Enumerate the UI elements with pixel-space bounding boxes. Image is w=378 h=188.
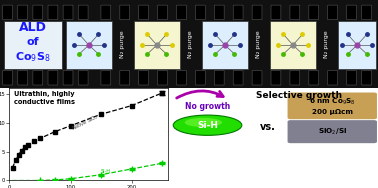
Ellipse shape [173, 115, 242, 135]
FancyBboxPatch shape [309, 5, 319, 20]
FancyArrowPatch shape [177, 91, 223, 98]
FancyBboxPatch shape [18, 70, 28, 85]
FancyBboxPatch shape [33, 5, 43, 20]
Text: No growth: No growth [185, 102, 230, 111]
Text: N₂ purge: N₂ purge [120, 30, 125, 58]
FancyBboxPatch shape [195, 70, 205, 85]
FancyBboxPatch shape [271, 5, 281, 20]
FancyBboxPatch shape [120, 5, 130, 20]
Text: of: of [27, 36, 39, 46]
FancyBboxPatch shape [120, 70, 130, 85]
FancyBboxPatch shape [139, 70, 149, 85]
Text: SiO$_2$/Si: SiO$_2$/Si [318, 127, 347, 137]
Text: Ultrathin, highly
conductive films: Ultrathin, highly conductive films [14, 91, 75, 105]
FancyBboxPatch shape [177, 70, 186, 85]
FancyBboxPatch shape [139, 5, 149, 20]
Bar [66, 21, 112, 69]
FancyBboxPatch shape [33, 70, 43, 85]
FancyBboxPatch shape [4, 21, 62, 69]
Text: Native SiO$_2$: Native SiO$_2$ [71, 112, 101, 133]
FancyBboxPatch shape [63, 5, 73, 20]
FancyBboxPatch shape [18, 5, 28, 20]
Text: Si-H: Si-H [101, 169, 111, 174]
Text: Selective growth: Selective growth [256, 91, 342, 100]
FancyBboxPatch shape [271, 70, 281, 85]
FancyBboxPatch shape [347, 5, 356, 20]
FancyBboxPatch shape [78, 5, 88, 20]
Bar [202, 21, 248, 69]
FancyBboxPatch shape [214, 70, 224, 85]
Text: N₂ purge: N₂ purge [256, 30, 262, 58]
FancyBboxPatch shape [48, 5, 58, 20]
FancyBboxPatch shape [177, 5, 186, 20]
FancyBboxPatch shape [3, 70, 12, 85]
FancyBboxPatch shape [233, 5, 243, 20]
FancyBboxPatch shape [63, 70, 73, 85]
FancyBboxPatch shape [328, 5, 338, 20]
FancyBboxPatch shape [362, 70, 372, 85]
FancyBboxPatch shape [252, 70, 262, 85]
FancyBboxPatch shape [101, 5, 111, 20]
FancyBboxPatch shape [233, 70, 243, 85]
FancyBboxPatch shape [101, 70, 111, 85]
FancyBboxPatch shape [288, 120, 377, 143]
Text: Si-H: Si-H [197, 121, 218, 130]
FancyBboxPatch shape [214, 5, 224, 20]
Text: N₂ purge: N₂ purge [188, 30, 194, 58]
Bar [270, 21, 316, 69]
FancyBboxPatch shape [3, 5, 12, 20]
FancyBboxPatch shape [290, 5, 300, 20]
FancyBboxPatch shape [309, 70, 319, 85]
FancyBboxPatch shape [158, 5, 167, 20]
FancyBboxPatch shape [328, 70, 338, 85]
FancyBboxPatch shape [288, 92, 377, 119]
FancyBboxPatch shape [158, 70, 167, 85]
FancyBboxPatch shape [48, 70, 58, 85]
FancyBboxPatch shape [252, 5, 262, 20]
FancyBboxPatch shape [290, 70, 300, 85]
Text: ALD: ALD [19, 21, 47, 34]
FancyBboxPatch shape [347, 70, 356, 85]
Text: N₂ purge: N₂ purge [324, 30, 330, 58]
Bar [134, 21, 180, 69]
FancyBboxPatch shape [362, 5, 372, 20]
Text: 6 nm Co$_9$S$_8$
200 μΩcm: 6 nm Co$_9$S$_8$ 200 μΩcm [309, 97, 356, 115]
FancyBboxPatch shape [195, 5, 205, 20]
FancyBboxPatch shape [78, 70, 88, 85]
Ellipse shape [185, 118, 222, 127]
Text: vs.: vs. [260, 122, 276, 132]
Bar [338, 21, 376, 69]
Text: Co$_9$S$_8$: Co$_9$S$_8$ [15, 51, 51, 64]
